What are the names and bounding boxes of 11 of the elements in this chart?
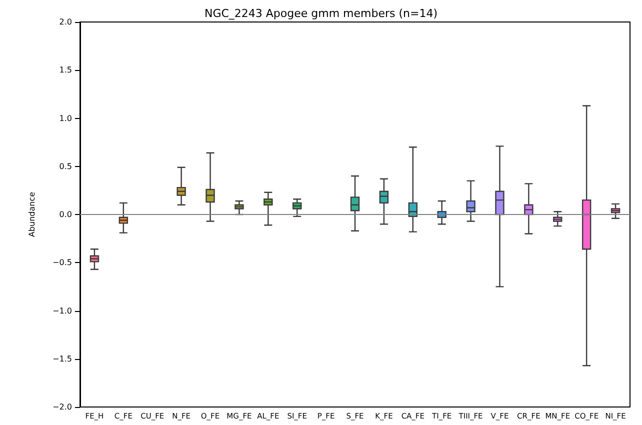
y-tick-label: −0.5: [52, 258, 72, 268]
y-tick-label: −1.5: [52, 354, 72, 364]
y-tick-label: 2.0: [59, 18, 72, 26]
y-axis-title: Abundance: [28, 192, 36, 238]
y-tick-label: −1.0: [52, 306, 72, 316]
y-tick-label: 0.5: [59, 162, 72, 171]
y-tick-label: 1.0: [59, 114, 72, 123]
y-tick-label: 1.5: [59, 66, 72, 75]
y-tick-label: 0.0: [59, 210, 72, 219]
y-tick-label: −2.0: [52, 402, 72, 412]
chart-title: NGC_2243 Apogee gmm members (n=14): [204, 7, 438, 20]
